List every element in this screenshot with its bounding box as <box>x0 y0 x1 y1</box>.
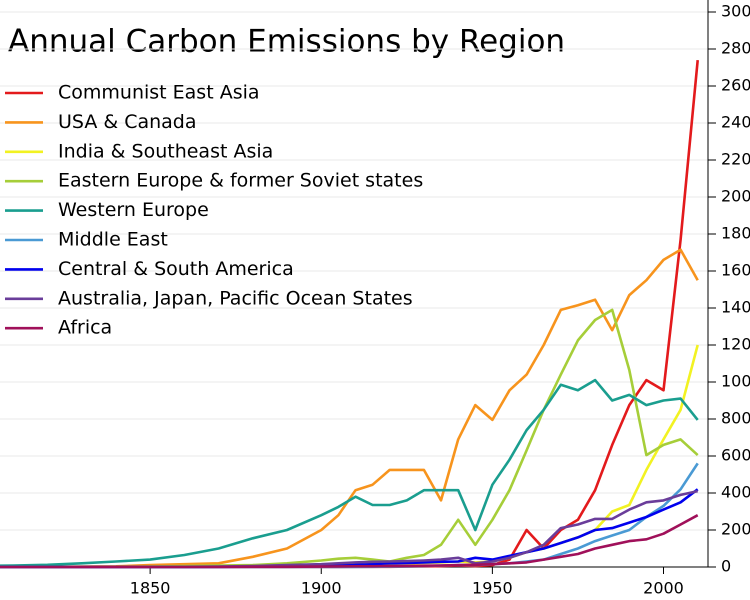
series-line <box>0 462 699 569</box>
legend-label: India & Southeast Asia <box>58 140 273 162</box>
legend-label: USA & Canada <box>58 111 197 133</box>
series-line <box>0 489 698 569</box>
x-tick-label: 2000 <box>643 579 684 598</box>
y-tick-label: 2200 <box>721 150 750 169</box>
x-tick-label: 1850 <box>130 579 171 598</box>
legend: Communist East Asia USA & Canada India & S… <box>5 82 423 339</box>
legend-label: Western Europe <box>58 199 209 221</box>
legend-label: Australia, Japan, Pacific Ocean States <box>58 287 413 309</box>
y-tick-label: 1600 <box>721 261 750 280</box>
y-tick-label: 2800 <box>721 39 750 58</box>
y-tick-label: 1400 <box>721 298 750 317</box>
chart-title: Annual Carbon Emissions by Region <box>8 24 565 60</box>
y-tick-label: 2000 <box>721 187 750 206</box>
y-tick-label: 3000 <box>721 2 750 21</box>
legend-label: Middle East <box>58 229 168 251</box>
x-tick-label: 1900 <box>301 579 342 598</box>
y-tick-label: 0 <box>721 557 731 576</box>
y-tick-label: 600 <box>721 446 750 465</box>
legend-label: Central & South America <box>58 258 294 280</box>
y-tick-label: 400 <box>721 483 750 502</box>
series-line <box>0 59 699 569</box>
y-tick-label: 1800 <box>721 224 750 243</box>
series-line <box>0 308 699 569</box>
x-tick-label: 1950 <box>472 579 513 598</box>
y-tick-label: 800 <box>721 409 750 428</box>
legend-label: Communist East Asia <box>58 82 260 104</box>
series-line <box>0 248 699 569</box>
series-line <box>0 378 699 568</box>
y-tick-label: 2600 <box>721 76 750 95</box>
y-tick-label: 2400 <box>721 113 750 132</box>
y-tick-label: 1200 <box>721 335 750 354</box>
legend-label: Africa <box>58 317 112 339</box>
y-tick-label: 1000 <box>721 372 750 391</box>
legend-label: Eastern Europe & former Soviet states <box>58 170 423 192</box>
series-line <box>0 514 699 569</box>
y-tick-label: 200 <box>721 520 750 539</box>
